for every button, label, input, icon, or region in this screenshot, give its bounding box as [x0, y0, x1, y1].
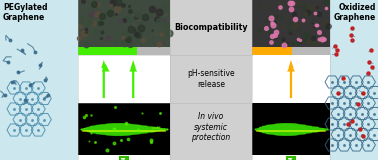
FancyBboxPatch shape [170, 0, 252, 160]
FancyArrow shape [101, 60, 106, 98]
FancyArrow shape [288, 60, 293, 98]
FancyBboxPatch shape [330, 0, 378, 160]
FancyBboxPatch shape [78, 103, 170, 155]
FancyBboxPatch shape [252, 103, 330, 155]
FancyBboxPatch shape [252, 0, 330, 55]
FancyBboxPatch shape [78, 47, 137, 55]
Text: In vivo
systemic
protection: In vivo systemic protection [191, 112, 231, 142]
Text: Oxidized
Graphene: Oxidized Graphene [334, 3, 376, 22]
FancyBboxPatch shape [137, 47, 170, 55]
Text: Biocompatibility: Biocompatibility [174, 23, 248, 32]
Text: pH-sensitive
release: pH-sensitive release [187, 69, 235, 89]
FancyBboxPatch shape [292, 47, 330, 55]
FancyBboxPatch shape [0, 0, 78, 160]
FancyBboxPatch shape [252, 47, 292, 55]
Text: PEGylated
Graphene: PEGylated Graphene [3, 3, 48, 22]
FancyBboxPatch shape [120, 157, 128, 160]
FancyArrow shape [131, 60, 136, 98]
FancyBboxPatch shape [287, 157, 295, 160]
FancyBboxPatch shape [78, 0, 170, 55]
